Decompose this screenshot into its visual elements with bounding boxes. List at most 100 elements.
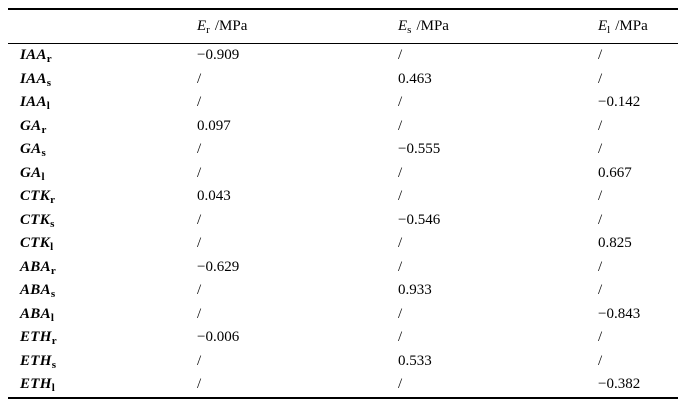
table-row: GAl / / 0.667 [8, 162, 678, 186]
cell-value: −0.555 [398, 141, 441, 158]
row-label-base: IAA [20, 94, 47, 111]
column-unit: /MPa [214, 18, 248, 34]
cell-value: 0.097 [197, 117, 231, 134]
table-row: GAs / −0.555/ [8, 138, 678, 162]
row-label-subscript: l [50, 311, 55, 324]
cell-value: 0.667 [598, 164, 632, 181]
row-label: IAAs [8, 68, 197, 92]
row-label-base: ABA [20, 282, 51, 299]
column-subscript: r [206, 24, 210, 36]
row-label: ABAr [8, 256, 197, 280]
row-label-subscript: r [50, 264, 57, 277]
row-label: CTKl [8, 232, 197, 256]
cell-value: 0.043 [197, 188, 231, 205]
row-label-base: GA [20, 117, 42, 134]
cell-value: / [197, 164, 202, 181]
row-label-subscript: s [51, 358, 57, 371]
cell-value: / [197, 141, 202, 158]
cell-value: / [398, 47, 403, 64]
row-label-base: ETH [20, 329, 52, 346]
table-header: Er/MPa Es/MPa El/MPa [8, 9, 678, 44]
row-label: ETHl [8, 373, 197, 398]
row-label: GAr [8, 115, 197, 139]
cell-value: / [398, 305, 403, 322]
table-row: ETHr −0.006 / / [8, 326, 678, 350]
cell-value: / [598, 258, 603, 275]
cell-value: / [197, 211, 202, 228]
row-label-subscript: s [50, 217, 55, 230]
cell-value: / [197, 305, 202, 322]
cell-value: / [197, 282, 202, 299]
corner-cell [8, 9, 197, 44]
row-label-subscript: r [50, 194, 56, 207]
cell-value: / [598, 352, 603, 369]
cell-value: / [398, 258, 403, 275]
cell-value: / [598, 47, 603, 64]
row-label-subscript: s [50, 288, 56, 301]
cell-value: −0.142 [598, 94, 641, 111]
cell-value: / [197, 235, 202, 252]
column-subscript: l [607, 24, 611, 36]
header-row: Er/MPa Es/MPa El/MPa [8, 9, 678, 44]
row-label-base: GA [20, 141, 42, 158]
row-label: ABAl [8, 303, 197, 327]
cell-value: / [598, 282, 603, 299]
row-label: IAAl [8, 91, 197, 115]
cell-value: / [197, 94, 202, 111]
row-label: GAs [8, 138, 197, 162]
cell-value: / [398, 188, 403, 205]
table-row: ABAs/0.933/ [8, 279, 678, 303]
cell-value: / [598, 329, 603, 346]
cell-value: / [398, 164, 403, 181]
row-label: CTKs [8, 209, 197, 233]
table-row: IAAr −0.909// [8, 44, 678, 68]
cell-value: / [598, 70, 603, 87]
row-label-subscript: r [41, 123, 47, 136]
cell-value: / [598, 117, 603, 134]
row-label-base: IAA [20, 47, 47, 64]
column-symbol: E [197, 18, 207, 34]
cell-value: / [197, 70, 202, 87]
row-label-subscript: r [51, 335, 57, 348]
column-symbol: E [398, 18, 408, 34]
column-subscript: s [407, 24, 412, 36]
row-label-subscript: s [46, 76, 52, 89]
table-row: ETHs / 0.533 / [8, 350, 678, 374]
cell-value: / [398, 94, 403, 111]
cell-value: / [398, 329, 403, 346]
cell-value: 0.933 [398, 282, 432, 299]
column-header-er: Er/MPa [197, 9, 398, 44]
cell-value: / [197, 352, 202, 369]
cell-value: −0.843 [598, 305, 641, 322]
column-unit: /MPa [615, 18, 648, 34]
row-label-base: ABA [20, 305, 51, 322]
cell-value: 0.825 [598, 235, 632, 252]
cell-value: −0.629 [197, 258, 240, 275]
row-label-subscript: r [46, 53, 52, 66]
row-label-base: GA [20, 164, 42, 181]
row-label-subscript: l [46, 100, 51, 113]
cell-value: −0.546 [398, 211, 441, 228]
row-label-base: ETH [20, 376, 52, 393]
cell-value: −0.382 [598, 376, 641, 393]
table-row: GAr 0.097// [8, 115, 678, 139]
row-label-subscript: l [50, 241, 54, 254]
cell-value: 0.533 [398, 352, 432, 369]
table-row: CTKl //0.825 [8, 232, 678, 256]
cell-value: / [197, 376, 202, 393]
row-label-base: ETH [20, 352, 52, 369]
row-label-base: CTK [20, 235, 51, 252]
cell-value: / [398, 235, 403, 252]
table-row: IAAs/0.463/ [8, 68, 678, 92]
cell-value: / [598, 141, 603, 158]
row-label-base: ABA [20, 258, 51, 275]
row-label: IAAr [8, 44, 197, 68]
column-symbol: E [598, 18, 608, 34]
row-label: ABAs [8, 279, 197, 303]
cell-value: / [398, 376, 403, 393]
cell-value: −0.006 [197, 329, 240, 346]
row-label-subscript: l [41, 170, 45, 183]
table-row: ETHl / / −0.382 [8, 373, 678, 398]
cell-value: / [598, 188, 603, 205]
